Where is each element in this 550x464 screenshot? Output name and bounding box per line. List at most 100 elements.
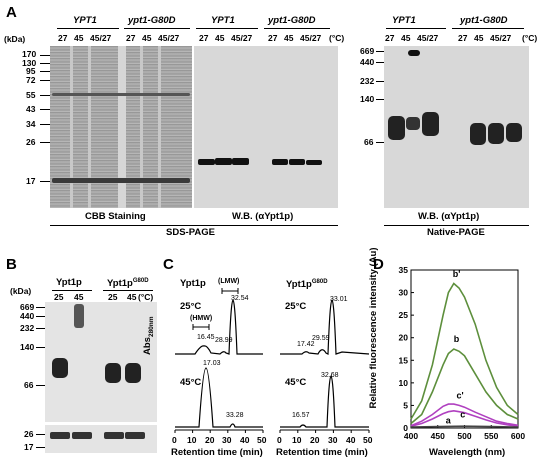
c-right-axis — [279, 429, 370, 433]
a-marker-72: 72 — [26, 75, 36, 85]
c-left-peak-16-45: 16.45 — [197, 334, 215, 341]
a-wb-mut-genotype: ypt1-G80D — [268, 15, 316, 26]
a-native-band-5 — [488, 123, 504, 144]
a-wb-temp-3: 45/27 — [231, 33, 253, 43]
c-right-trace-45 — [280, 375, 369, 428]
c-left-peak-33-28: 33.28 — [226, 412, 244, 419]
c-right-peak-32-68: 32.68 — [321, 372, 339, 379]
d-ytick-label-4: 20 — [399, 333, 409, 343]
c-right-peak-33-01: 33.01 — [330, 296, 348, 303]
a-marker-95: 95 — [26, 66, 36, 76]
c-left-xlabel: Retention time (min) — [171, 447, 263, 458]
d-xtick-label-3: 550 — [484, 431, 498, 441]
a-wb-temp-unit: (°C) — [329, 33, 345, 43]
c-right-peak-17-42: 17.42 — [297, 341, 315, 348]
a-cbb-temp-4: 27 — [126, 33, 136, 43]
b-tick-17 — [36, 447, 45, 448]
b-marker-232: 232 — [20, 323, 35, 333]
a-nat-temp-1: 27 — [385, 33, 395, 43]
a-wb-wt-underline — [196, 28, 258, 29]
a-wb-native-label: W.B. (αYpt1p) — [418, 211, 480, 222]
d-series-line-2 — [410, 403, 519, 427]
a-tick-34 — [40, 124, 50, 125]
a-nat-temp-4: 27 — [458, 33, 468, 43]
a-nat-temp-unit: (°C) — [522, 33, 538, 43]
b-temp-4: 45 — [127, 292, 137, 302]
d-ytick-label-7: 35 — [399, 265, 409, 275]
d-series-line-4 — [410, 425, 519, 428]
a-native-band-2 — [406, 117, 420, 130]
b-band-wt25 — [52, 358, 68, 378]
c-left-temp45: 45°C — [180, 377, 202, 388]
c-right-peak-16-57: 16.57 — [292, 412, 310, 419]
a-nat-temp-3: 45/27 — [417, 33, 439, 43]
b-tick-140 — [36, 347, 45, 348]
c-right-xtick-50: 50 — [363, 435, 373, 445]
a-native-wt-genotype: YPT1 — [392, 15, 416, 26]
c-left-peak-28-99: 28.99 — [215, 337, 233, 344]
a-cbb-lane-gap-1 — [70, 46, 73, 208]
d-series-line-0 — [410, 282, 519, 420]
d-series-line-3 — [410, 409, 519, 427]
a-cbb-mut-genotype: ypt1-G80D — [128, 15, 176, 26]
a-marker-43: 43 — [26, 104, 36, 114]
a-cbb-lane-gap-5 — [158, 46, 161, 208]
a-nat-temp-5: 45 — [474, 33, 484, 43]
panel-c-letter: C — [163, 256, 174, 273]
a-marker-17: 17 — [26, 176, 36, 186]
d-xtick-label-0: 400 — [404, 431, 418, 441]
a-native-wt-underline — [386, 28, 446, 29]
d-curve-label-1: b — [454, 334, 460, 344]
b-band-wt45 — [74, 304, 84, 328]
a-native-marker-66: 66 — [364, 137, 374, 147]
c-left-xtick-30: 30 — [222, 435, 232, 445]
a-wb-mut-underline — [264, 28, 330, 29]
a-wb-band-2 — [215, 158, 232, 165]
c-right-xtick-20: 20 — [310, 435, 320, 445]
c-left-xtick-10: 10 — [187, 435, 197, 445]
b-band-mut45 — [125, 363, 141, 383]
a-cbb-temp-5: 45 — [142, 33, 152, 43]
d-series-line-1 — [410, 348, 519, 425]
b-tick-66 — [36, 385, 45, 386]
c-right-title: Ypt1pG80D — [286, 279, 328, 290]
a-wb-band-5 — [289, 159, 305, 165]
a-wb-band-1 — [198, 159, 215, 165]
a-cbb-temp-2: 45 — [74, 33, 84, 43]
a-tick-130 — [40, 63, 50, 64]
a-native-band-6 — [506, 123, 522, 142]
a-native-marker-440: 440 — [360, 57, 375, 67]
a-marker-34: 34 — [26, 119, 36, 129]
a-native-band-hmw — [408, 50, 420, 56]
d-curve-label-3: c — [460, 410, 465, 420]
a-wb-band-3 — [232, 158, 249, 165]
a-tick-72 — [40, 80, 50, 81]
c-right-title-text: Ypt1p — [286, 279, 312, 291]
c-right-temp25: 25°C — [285, 301, 307, 312]
b-sds-blot — [45, 425, 157, 453]
a-nat-temp-6: 45/27 — [490, 33, 512, 43]
b-sds-band-4 — [125, 432, 145, 439]
c-left-temp25: 25°C — [180, 301, 202, 312]
c-right-xlabel: Retention time (min) — [276, 447, 368, 458]
c-left-trace-25 — [175, 299, 263, 355]
b-marker-66: 66 — [24, 380, 34, 390]
b-tick-26 — [36, 434, 45, 435]
a-native-tick-66 — [376, 142, 384, 143]
a-native-band-1 — [388, 116, 405, 140]
a-native-underline — [384, 225, 529, 226]
a-cbb-mut-underline — [124, 28, 190, 29]
d-ytick-label-0: 0 — [403, 423, 408, 433]
a-native-tick-669 — [376, 51, 384, 52]
d-ytick-label-2: 10 — [399, 378, 409, 388]
c-right-xtick-10: 10 — [292, 435, 302, 445]
d-xtick-label-2: 500 — [457, 431, 471, 441]
b-sds-band-2 — [72, 432, 92, 439]
c-left-trace-45 — [175, 367, 263, 428]
c-right-temp45: 45°C — [285, 377, 307, 388]
c-left-xtick-50: 50 — [257, 435, 267, 445]
d-ytick-label-6: 30 — [399, 288, 409, 298]
b-tick-232 — [36, 328, 45, 329]
c-right-title-sup: G80D — [311, 279, 328, 285]
a-cbb-band-55 — [52, 93, 190, 96]
